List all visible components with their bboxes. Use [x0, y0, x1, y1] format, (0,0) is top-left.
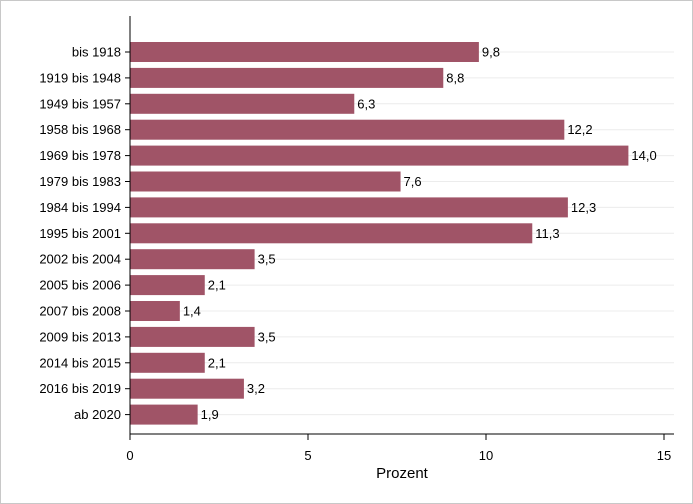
value-label: 3,5 — [258, 329, 276, 344]
category-label: 1969 bis 1978 — [39, 148, 121, 163]
value-label: 2,1 — [208, 355, 226, 370]
category-label: 2016 bis 2019 — [39, 381, 121, 396]
value-label: 12,2 — [567, 122, 592, 137]
bars — [130, 42, 629, 425]
category-label: 1949 bis 1957 — [39, 96, 121, 111]
category-label: bis 1918 — [72, 45, 121, 60]
x-tick-label: 15 — [657, 448, 671, 463]
category-label: 1984 bis 1994 — [39, 200, 121, 215]
category-label: 2007 bis 2008 — [39, 304, 121, 319]
category-label: 1979 bis 1983 — [39, 174, 121, 189]
value-label: 3,5 — [258, 252, 276, 267]
x-tick-label: 5 — [304, 448, 311, 463]
category-label: 1919 bis 1948 — [39, 70, 121, 85]
value-label: 2,1 — [208, 278, 226, 293]
category-label: 2002 bis 2004 — [39, 252, 121, 267]
bar — [130, 197, 568, 218]
value-label: 3,2 — [247, 381, 265, 396]
bar — [130, 275, 205, 296]
bar — [130, 42, 479, 62]
value-label: 6,3 — [357, 96, 375, 111]
bar — [130, 352, 205, 373]
x-axis-title: Prozent — [376, 465, 429, 482]
bar — [130, 93, 355, 114]
bar — [130, 378, 244, 399]
category-label: ab 2020 — [74, 407, 121, 422]
category-labels: bis 1918 1919 bis 1948 1949 bis 1957 1958 b… — [39, 45, 130, 422]
value-label: 12,3 — [571, 200, 596, 215]
value-label: 7,6 — [404, 174, 422, 189]
x-tick-label: 10 — [479, 448, 493, 463]
category-label: 2014 bis 2015 — [39, 355, 121, 370]
bar — [130, 223, 533, 244]
bar — [130, 119, 565, 140]
bar — [130, 145, 629, 166]
value-label: 1,4 — [183, 304, 201, 319]
category-label: 2005 bis 2006 — [39, 278, 121, 293]
value-label: 11,3 — [535, 226, 559, 241]
bar — [130, 249, 255, 270]
value-labels: 9,8 8,8 6,3 12,2 14,0 7,6 12,3 11,3 3,5 2,1 1,4 3,5… — [183, 45, 657, 423]
value-label: 1,9 — [201, 407, 219, 422]
value-label: 14,0 — [631, 148, 656, 163]
bar — [130, 171, 401, 192]
category-label: 2009 bis 2013 — [39, 329, 121, 344]
category-label: 1958 bis 1968 — [39, 122, 121, 137]
bar — [130, 301, 180, 321]
category-label: 1995 bis 2001 — [39, 226, 121, 241]
x-ticks: 0 5 10 15 — [126, 434, 671, 463]
x-tick-label: 0 — [126, 448, 133, 463]
bar — [130, 67, 444, 88]
bar — [130, 326, 255, 347]
bar — [130, 404, 198, 425]
value-label: 8,8 — [446, 70, 464, 85]
value-label: 9,8 — [482, 45, 500, 60]
